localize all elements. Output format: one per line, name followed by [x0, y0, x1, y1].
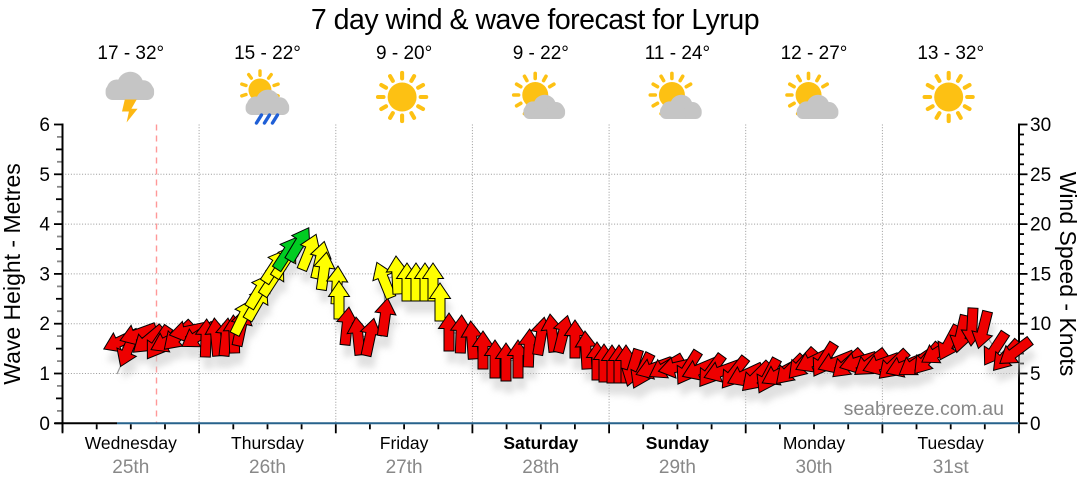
svg-text:1: 1 — [39, 364, 50, 385]
svg-text:5: 5 — [39, 165, 50, 186]
svg-text:30th: 30th — [796, 457, 833, 478]
svg-text:6: 6 — [39, 115, 50, 136]
svg-text:11 - 24°: 11 - 24° — [645, 43, 710, 64]
svg-text:0: 0 — [39, 414, 50, 435]
svg-text:10: 10 — [1030, 314, 1051, 335]
svg-text:13 - 32°: 13 - 32° — [917, 43, 984, 64]
svg-text:Wind Speed - Knots: Wind Speed - Knots — [1055, 172, 1080, 377]
svg-text:Tuesday: Tuesday — [917, 433, 984, 453]
svg-text:4: 4 — [39, 215, 50, 236]
svg-text:20: 20 — [1030, 215, 1051, 236]
svg-text:15: 15 — [1030, 264, 1051, 285]
svg-text:Thursday: Thursday — [231, 433, 304, 453]
svg-text:Friday: Friday — [380, 433, 429, 453]
svg-text:15 - 22°: 15 - 22° — [234, 43, 301, 64]
svg-text:Saturday: Saturday — [503, 433, 578, 453]
svg-text:31st: 31st — [933, 457, 970, 478]
svg-text:2: 2 — [39, 314, 50, 335]
svg-text:7 day wind & wave forecast for: 7 day wind & wave forecast for Lyrup — [311, 4, 759, 36]
svg-text:27th: 27th — [386, 457, 423, 478]
svg-text:26th: 26th — [249, 457, 286, 478]
svg-text:30: 30 — [1030, 115, 1051, 136]
svg-text:Sunday: Sunday — [646, 433, 709, 453]
svg-text:25th: 25th — [112, 457, 149, 478]
svg-text:29th: 29th — [659, 457, 696, 478]
svg-text:17 - 32°: 17 - 32° — [97, 43, 164, 64]
svg-text:0: 0 — [1030, 414, 1041, 435]
svg-text:seabreeze.com.au: seabreeze.com.au — [844, 398, 1004, 420]
svg-text:9 - 22°: 9 - 22° — [513, 43, 569, 64]
svg-text:12 - 27°: 12 - 27° — [781, 43, 848, 64]
svg-text:Wave Height - Metres: Wave Height - Metres — [0, 163, 25, 385]
svg-text:28th: 28th — [522, 457, 559, 478]
svg-text:Wednesday: Wednesday — [85, 433, 177, 453]
svg-text:3: 3 — [39, 264, 50, 285]
svg-text:5: 5 — [1030, 364, 1041, 385]
svg-text:Monday: Monday — [783, 433, 846, 453]
svg-text:25: 25 — [1030, 165, 1051, 186]
svg-text:9 - 20°: 9 - 20° — [376, 43, 432, 64]
